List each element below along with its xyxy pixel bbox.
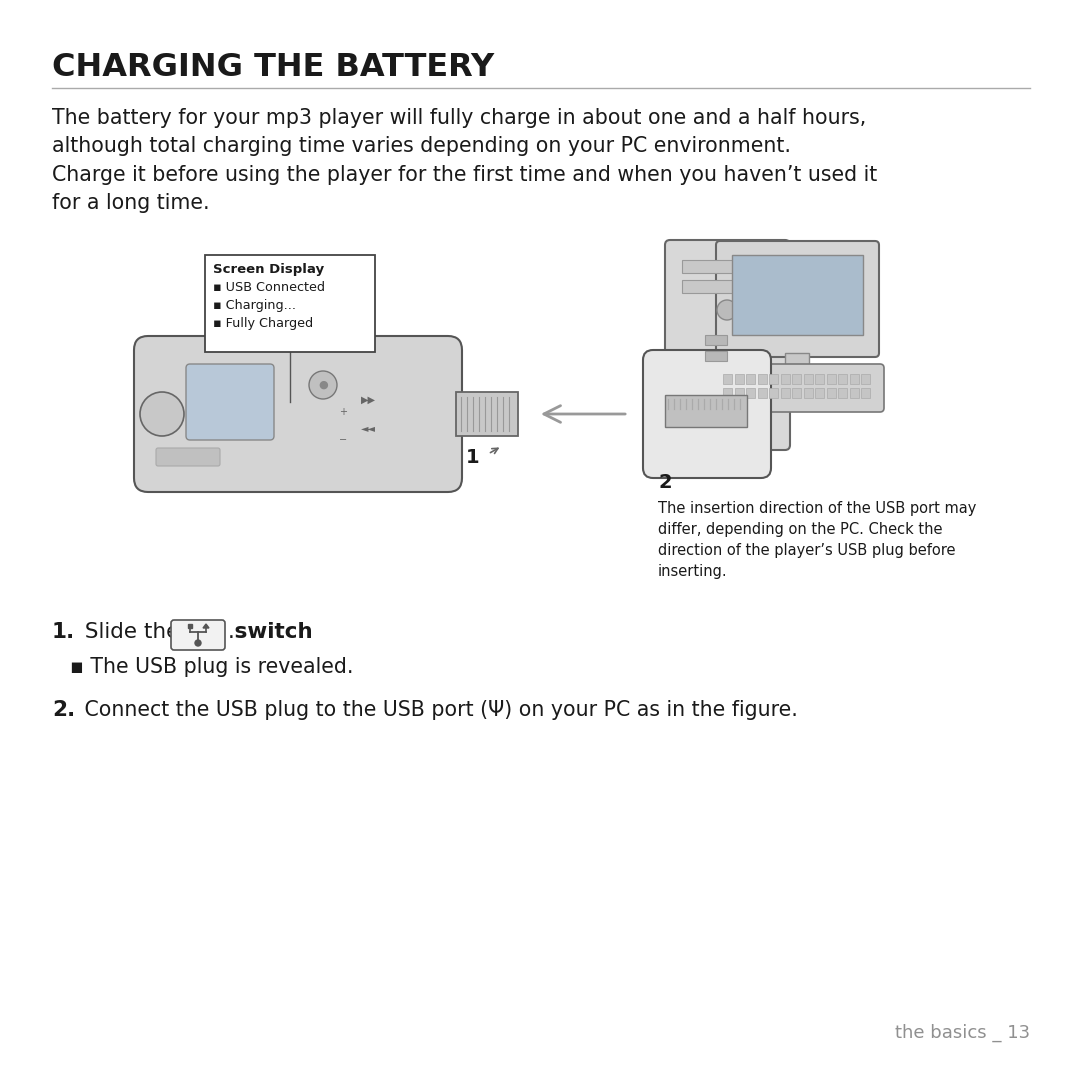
Text: 1: 1 — [465, 448, 480, 467]
Circle shape — [140, 392, 184, 436]
Text: ▪ The USB plug is revealed.: ▪ The USB plug is revealed. — [70, 657, 353, 677]
Bar — [734, 388, 743, 399]
Bar — [665, 395, 747, 427]
Bar — [732, 255, 863, 335]
Bar — [850, 388, 859, 399]
Circle shape — [195, 640, 201, 646]
Bar — [838, 388, 847, 399]
Text: ●: ● — [319, 380, 328, 390]
Circle shape — [717, 300, 737, 320]
Text: ▪ Charging...: ▪ Charging... — [213, 299, 296, 312]
Text: Connect the USB plug to the USB port (Ψ) on your PC as in the figure.: Connect the USB plug to the USB port (Ψ)… — [78, 700, 798, 720]
Text: 2.: 2. — [52, 700, 76, 720]
Bar — [861, 388, 870, 399]
Text: −: − — [339, 435, 347, 445]
Text: ▪ USB Connected: ▪ USB Connected — [213, 281, 325, 294]
Text: 2: 2 — [658, 473, 672, 492]
Text: CHARGING THE BATTERY: CHARGING THE BATTERY — [52, 52, 495, 83]
Text: switch: switch — [227, 622, 312, 642]
Bar — [838, 374, 847, 384]
Bar — [785, 353, 809, 369]
Bar — [772, 369, 822, 377]
Bar — [815, 374, 824, 384]
Text: +: + — [339, 407, 347, 417]
Bar — [769, 388, 778, 399]
Text: the basics _ 13: the basics _ 13 — [895, 1024, 1030, 1042]
Bar — [792, 388, 801, 399]
Bar — [757, 374, 767, 384]
FancyBboxPatch shape — [156, 448, 220, 465]
Bar — [850, 374, 859, 384]
Text: The insertion direction of the USB port may
differ, depending on the PC. Check t: The insertion direction of the USB port … — [658, 501, 976, 579]
Bar — [681, 280, 773, 293]
FancyBboxPatch shape — [716, 241, 879, 357]
FancyArrowPatch shape — [490, 448, 498, 454]
Bar — [781, 388, 789, 399]
Bar — [746, 388, 755, 399]
Bar — [804, 388, 812, 399]
Text: Screen Display: Screen Display — [213, 264, 324, 276]
Bar — [757, 388, 767, 399]
Polygon shape — [203, 624, 210, 627]
Bar — [804, 374, 812, 384]
Text: ◄◄: ◄◄ — [361, 423, 376, 433]
Bar — [723, 374, 732, 384]
Text: .: . — [228, 622, 234, 642]
Bar — [815, 388, 824, 399]
Bar — [792, 374, 801, 384]
FancyArrowPatch shape — [544, 406, 625, 422]
FancyBboxPatch shape — [205, 255, 375, 352]
Text: Slide the: Slide the — [78, 622, 186, 642]
Text: ▶▶: ▶▶ — [361, 395, 376, 405]
Bar — [826, 388, 836, 399]
FancyBboxPatch shape — [186, 364, 274, 440]
Bar — [681, 260, 773, 273]
Bar — [723, 388, 732, 399]
Circle shape — [309, 372, 337, 399]
FancyBboxPatch shape — [134, 336, 462, 492]
FancyBboxPatch shape — [665, 240, 789, 450]
Bar — [781, 374, 789, 384]
Bar — [188, 624, 192, 627]
Bar — [705, 335, 727, 345]
Bar — [769, 374, 778, 384]
Bar — [705, 351, 727, 361]
Bar — [861, 374, 870, 384]
FancyBboxPatch shape — [456, 392, 518, 436]
FancyBboxPatch shape — [711, 364, 885, 411]
FancyBboxPatch shape — [171, 620, 225, 650]
Text: ▪ Fully Charged: ▪ Fully Charged — [213, 318, 313, 330]
Bar — [746, 374, 755, 384]
FancyBboxPatch shape — [643, 350, 771, 478]
Bar — [734, 374, 743, 384]
Text: 1.: 1. — [52, 622, 76, 642]
Text: The battery for your mp3 player will fully charge in about one and a half hours,: The battery for your mp3 player will ful… — [52, 108, 877, 213]
Bar — [826, 374, 836, 384]
